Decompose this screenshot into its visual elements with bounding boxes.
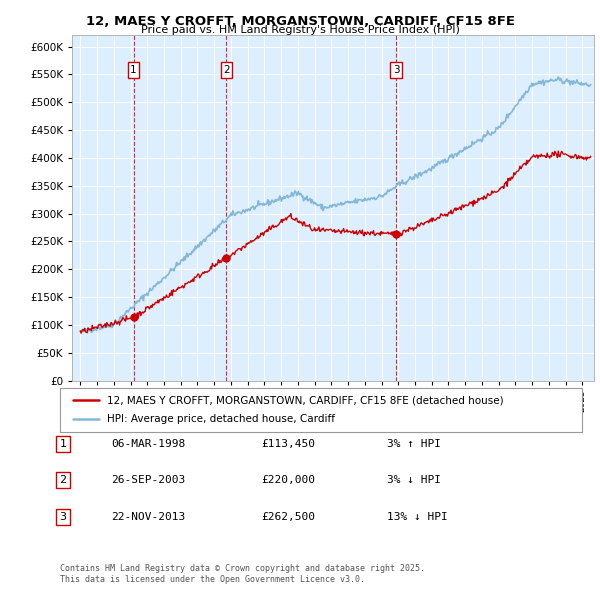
Text: 26-SEP-2003: 26-SEP-2003 xyxy=(111,476,185,485)
Text: 1: 1 xyxy=(130,65,137,75)
Text: 12, MAES Y CROFFT, MORGANSTOWN, CARDIFF, CF15 8FE (detached house): 12, MAES Y CROFFT, MORGANSTOWN, CARDIFF,… xyxy=(107,395,503,405)
Text: This data is licensed under the Open Government Licence v3.0.: This data is licensed under the Open Gov… xyxy=(60,575,365,584)
Text: 3: 3 xyxy=(393,65,400,75)
Text: 13% ↓ HPI: 13% ↓ HPI xyxy=(387,512,448,522)
Text: £220,000: £220,000 xyxy=(261,476,315,485)
Text: 06-MAR-1998: 06-MAR-1998 xyxy=(111,439,185,448)
Text: 12, MAES Y CROFFT, MORGANSTOWN, CARDIFF, CF15 8FE: 12, MAES Y CROFFT, MORGANSTOWN, CARDIFF,… xyxy=(86,15,515,28)
Text: 3% ↑ HPI: 3% ↑ HPI xyxy=(387,439,441,448)
Text: 3: 3 xyxy=(59,512,67,522)
Text: 2: 2 xyxy=(223,65,230,75)
Text: Price paid vs. HM Land Registry's House Price Index (HPI): Price paid vs. HM Land Registry's House … xyxy=(140,25,460,35)
Text: Contains HM Land Registry data © Crown copyright and database right 2025.: Contains HM Land Registry data © Crown c… xyxy=(60,565,425,573)
Text: HPI: Average price, detached house, Cardiff: HPI: Average price, detached house, Card… xyxy=(107,415,335,424)
Text: 2: 2 xyxy=(59,476,67,485)
Text: 1: 1 xyxy=(59,439,67,448)
Text: 3% ↓ HPI: 3% ↓ HPI xyxy=(387,476,441,485)
Text: £113,450: £113,450 xyxy=(261,439,315,448)
Text: £262,500: £262,500 xyxy=(261,512,315,522)
Text: 22-NOV-2013: 22-NOV-2013 xyxy=(111,512,185,522)
